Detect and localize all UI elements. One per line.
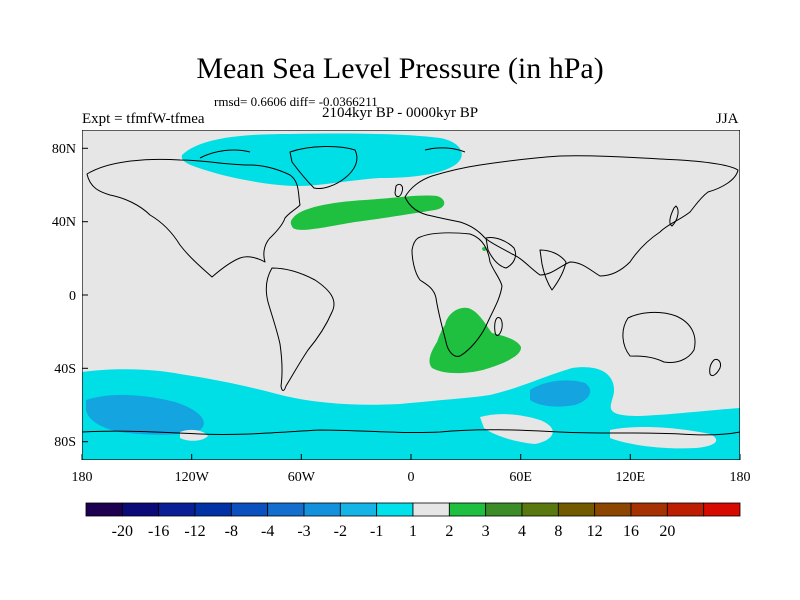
- colorbar-label: 1: [409, 523, 417, 540]
- colorbar-swatch: [267, 502, 305, 517]
- colorbar-swatch: [121, 502, 160, 517]
- colorbar-label: -16: [148, 523, 169, 540]
- coast-arctic-islands: [199, 147, 466, 159]
- experiment-label: Expt = tfmfW-tfmea: [82, 111, 205, 127]
- y-tick-label: 80N: [52, 142, 76, 157]
- colorbar-label: 2: [445, 523, 453, 540]
- colorbar-swatch: [557, 502, 596, 517]
- x-tick-label: 60E: [509, 470, 532, 485]
- y-tick-label: 40N: [52, 215, 76, 230]
- colorbar-label: -4: [261, 523, 274, 540]
- colorbar-swatch: [703, 502, 741, 517]
- colorbar-label: 8: [554, 523, 562, 540]
- period-label: 2104kyr BP - 0000kyr BP: [322, 105, 479, 121]
- colorbar-swatch: [412, 502, 450, 517]
- colorbar-label: -12: [184, 523, 205, 540]
- colorbar-label: 3: [482, 523, 490, 540]
- colorbar-swatch: [666, 502, 705, 517]
- colorbar-label: 16: [623, 523, 639, 540]
- coast-north-america: [86, 158, 301, 278]
- coast-antarctica: [82, 429, 740, 436]
- map-panel: [82, 130, 740, 460]
- anomaly-southeast-africa-high: [429, 307, 522, 374]
- axis-ticks: [81, 147, 741, 460]
- colorbar-swatch: [630, 502, 668, 517]
- x-tick-label: 60W: [288, 470, 316, 485]
- x-tick-label: 180: [72, 470, 93, 485]
- colorbar-swatch: [594, 502, 632, 517]
- colorbar-label: 4: [518, 523, 526, 540]
- anomaly-antarctic-gap: [480, 414, 553, 444]
- season-label: JJA: [716, 111, 739, 127]
- colorbar-swatch: [303, 502, 341, 517]
- coast-greenland: [289, 145, 358, 189]
- map-title: Mean Sea Level Pressure (in hPa): [196, 52, 604, 85]
- colorbar-label: -8: [225, 523, 238, 540]
- y-tick-label: 80S: [54, 435, 76, 450]
- colorbar-swatch: [85, 502, 123, 517]
- coast-arabia: [485, 237, 517, 269]
- colorbar-swatch: [158, 502, 196, 517]
- colorbar-swatch: [230, 502, 269, 517]
- x-tick-label: 180: [730, 470, 751, 485]
- anomaly-antarctic-gap-west: [180, 429, 208, 441]
- colorbar-label: -20: [112, 523, 133, 540]
- colorbar-swatch: [448, 502, 487, 517]
- colorbar-swatch: [485, 502, 523, 517]
- coast-europe-asia: [404, 155, 739, 277]
- coast-south-america: [265, 267, 335, 391]
- y-tick-label: 40S: [54, 362, 76, 377]
- colorbar-swatch: [521, 502, 559, 517]
- x-tick-label: 120W: [175, 470, 210, 485]
- colorbar-label: -3: [297, 523, 310, 540]
- anomaly-north-atlantic-low: [181, 133, 462, 186]
- colorbar-label: -2: [334, 523, 347, 540]
- x-tick-label: 120E: [616, 470, 646, 485]
- coast-australia: [622, 311, 696, 363]
- anomaly-small-east-africa: [482, 246, 487, 252]
- colorbar-label: 20: [659, 523, 675, 540]
- colorbar-swatch: [376, 502, 414, 517]
- anomaly-south-pacific-core: [86, 394, 204, 435]
- coast-africa: [411, 232, 503, 357]
- anomaly-antarctic-gap-east: [610, 427, 717, 449]
- x-tick-label: 0: [408, 470, 415, 485]
- colorbar-label: 12: [587, 523, 603, 540]
- y-tick-label: 0: [69, 289, 76, 304]
- coast-uk: [394, 183, 403, 198]
- coast-new-zealand: [709, 359, 721, 377]
- anomaly-indian-ocean-core: [530, 380, 591, 407]
- coast-india: [539, 249, 567, 291]
- colorbar-swatch: [194, 502, 232, 517]
- coast-japan: [669, 205, 679, 227]
- colorbar-label: -1: [370, 523, 383, 540]
- anomaly-mid-atlantic-high: [290, 195, 445, 230]
- rmsd-diff-stats: rmsd= 0.6606 diff= -0.0366211: [214, 94, 378, 109]
- coastlines: [82, 145, 740, 436]
- coast-madagascar: [494, 317, 503, 336]
- colorbar-swatch: [339, 502, 378, 517]
- colorbar: -20 -16 -12 -8 -4 -3 -2 -1 1 2 3 4 8 12 16 20: [85, 502, 741, 540]
